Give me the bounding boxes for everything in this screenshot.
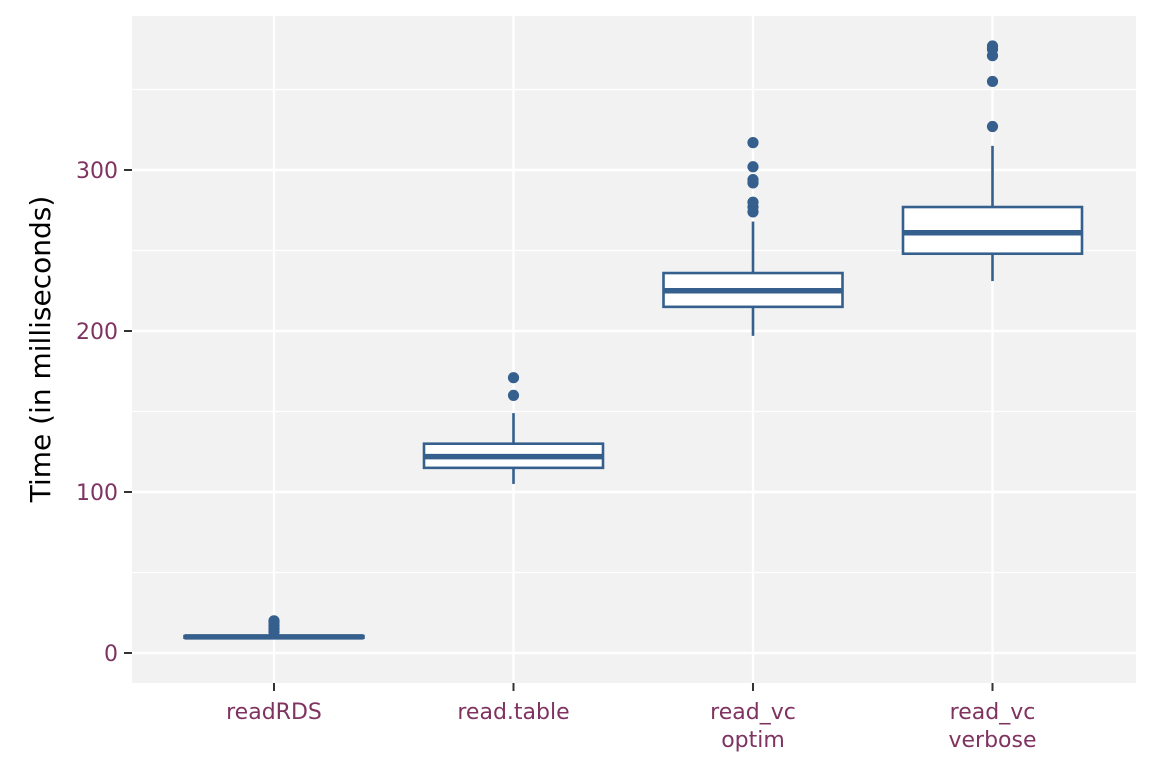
y-axis-title: Time (in milliseconds) (24, 196, 57, 504)
outlier-point (986, 40, 999, 52)
outlier-point (268, 615, 280, 627)
y-tick-label: 200 (76, 320, 118, 345)
outlier-point (507, 389, 520, 401)
box-group (901, 40, 1084, 282)
x-tick-label: read_vc (710, 700, 796, 725)
x-tick-label: readRDS (226, 700, 322, 725)
y-tick-label: 300 (76, 159, 118, 184)
box-group (422, 372, 605, 484)
box-group (662, 137, 844, 336)
x-tick-label: optim (721, 728, 785, 753)
y-axis: 0 100 200 300 (76, 159, 132, 667)
plot-panel (132, 16, 1136, 683)
outlier-point (747, 137, 759, 149)
x-tick-label: read_vc (950, 700, 1036, 725)
y-tick-label: 100 (76, 481, 118, 506)
box-group (183, 615, 365, 640)
outlier-point (986, 120, 999, 133)
boxes (183, 40, 1084, 640)
outlier-point (747, 196, 759, 208)
x-tick-label: read.table (457, 700, 569, 725)
x-tick-label: verbose (948, 728, 1036, 753)
y-tick-label: 0 (104, 642, 118, 667)
outlier-point (747, 161, 759, 173)
outlier-point (747, 174, 759, 186)
grid-minor (132, 88, 1136, 574)
outlier-point (507, 372, 520, 384)
outlier-point (986, 75, 999, 88)
